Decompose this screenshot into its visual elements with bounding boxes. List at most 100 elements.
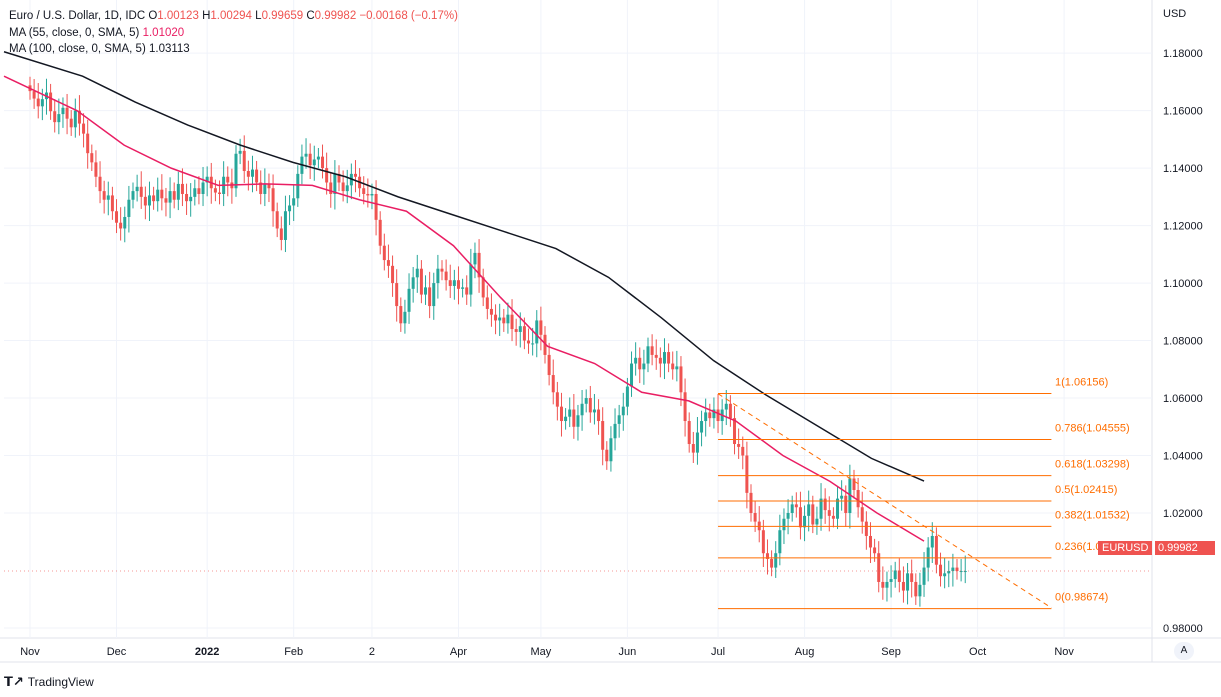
candle-body	[642, 363, 646, 370]
candle-body	[831, 515, 835, 519]
price-tick-label: 1.02000	[1163, 508, 1203, 520]
candle-body	[951, 567, 955, 572]
candle-body	[213, 188, 217, 193]
time-tick-label: Feb	[284, 646, 303, 658]
candle-body	[415, 268, 419, 278]
chart-legend: Euro / U.S. Dollar, 1D, IDC O1.00123 H1.…	[9, 8, 458, 58]
candle-body	[650, 346, 654, 355]
candle-body	[32, 91, 36, 99]
candle-body	[279, 228, 283, 240]
candle-body	[613, 423, 617, 439]
candle-body	[106, 195, 110, 200]
candle-body	[90, 153, 94, 163]
candle-body	[514, 329, 518, 332]
candle-body	[543, 334, 547, 355]
candle-body	[36, 98, 40, 107]
candle-body	[840, 495, 844, 499]
candle-body	[724, 403, 728, 410]
close-label: C	[306, 10, 315, 22]
price-tick-label: 1.06000	[1163, 393, 1203, 405]
candle-body	[123, 216, 127, 229]
ma55-line	[3, 75, 925, 542]
candle-body	[263, 183, 267, 194]
candle-body	[308, 153, 312, 166]
candle-body	[53, 111, 57, 123]
candle-body	[790, 504, 794, 513]
ma100-row[interactable]: MA (100, close, 0, SMA, 5) 1.03113	[9, 41, 458, 58]
tradingview-footer[interactable]: 𝗧↗ TradingView	[4, 674, 94, 690]
high-label: H	[202, 10, 211, 22]
candle-body	[131, 191, 135, 200]
fib-level-label: 0.382(1.01532)	[1055, 509, 1130, 521]
candle-body	[687, 421, 691, 445]
candle-body	[963, 571, 967, 573]
symbol-tag: EURUSD	[1098, 541, 1153, 555]
candle-body	[366, 193, 370, 196]
candle-body	[922, 567, 926, 585]
candle-body	[201, 182, 205, 194]
candle-body	[77, 110, 81, 124]
candle-body	[234, 153, 238, 189]
candle-body	[436, 268, 440, 284]
candle-body	[638, 357, 642, 370]
candle-body	[749, 492, 753, 513]
ma55-row[interactable]: MA (55, close, 0, SMA, 5) 1.01020	[9, 25, 458, 42]
candle-body	[489, 308, 493, 315]
candle-body	[601, 421, 605, 450]
candle-body	[127, 199, 131, 217]
open-label: O	[148, 10, 158, 22]
candle-body	[737, 444, 741, 447]
candle-body	[267, 183, 271, 189]
candle-body	[939, 564, 943, 577]
candle-body	[609, 438, 613, 462]
candle-body	[803, 515, 807, 528]
symbol-label[interactable]: Euro / U.S. Dollar, 1D, IDC	[9, 10, 146, 22]
candle-body	[94, 162, 98, 177]
candle-body	[218, 192, 222, 194]
candle-body	[481, 277, 485, 298]
candle-body	[86, 133, 90, 154]
candle-body	[836, 498, 840, 519]
fib-level-label: 1(1.06156)	[1055, 377, 1108, 389]
candle-body	[535, 320, 539, 344]
currency-label[interactable]: USD	[1163, 8, 1187, 20]
candle-body	[568, 409, 572, 417]
candle-body	[910, 573, 914, 582]
candle-body	[139, 186, 143, 197]
candle-body	[572, 409, 576, 427]
candle-body	[745, 455, 749, 493]
candle-body	[168, 191, 172, 203]
candle-body	[708, 412, 712, 419]
candle-body	[930, 535, 934, 548]
time-tick-label: Nov	[20, 646, 40, 658]
candle-body	[819, 498, 823, 519]
candle-body	[419, 268, 423, 295]
price-tick-label: 1.08000	[1163, 336, 1203, 348]
candle-body	[646, 346, 650, 364]
candle-body	[73, 110, 77, 128]
candle-body	[172, 191, 176, 200]
candle-body	[135, 186, 139, 192]
candle-body	[621, 406, 625, 416]
candle-body	[448, 280, 452, 286]
candle-body	[378, 219, 382, 246]
candle-body	[465, 287, 469, 295]
candle-body	[901, 581, 905, 591]
candle-body	[403, 311, 407, 324]
price-tag: 0.99982	[1155, 541, 1215, 555]
candle-body	[943, 573, 947, 577]
candle-body	[852, 478, 856, 490]
candle-body	[143, 196, 147, 206]
candle-body	[794, 504, 798, 508]
candle-body	[288, 205, 292, 212]
ohlc-row: Euro / U.S. Dollar, 1D, IDC O1.00123 H1.…	[9, 8, 458, 25]
candle-body	[547, 354, 551, 376]
candle-body	[691, 444, 695, 453]
candle-body	[778, 530, 782, 554]
candle-body	[712, 409, 716, 419]
candle-body	[242, 150, 246, 171]
candle-body	[461, 287, 465, 289]
candle-body	[914, 581, 918, 597]
auto-scale-button[interactable]: A	[1174, 642, 1194, 660]
